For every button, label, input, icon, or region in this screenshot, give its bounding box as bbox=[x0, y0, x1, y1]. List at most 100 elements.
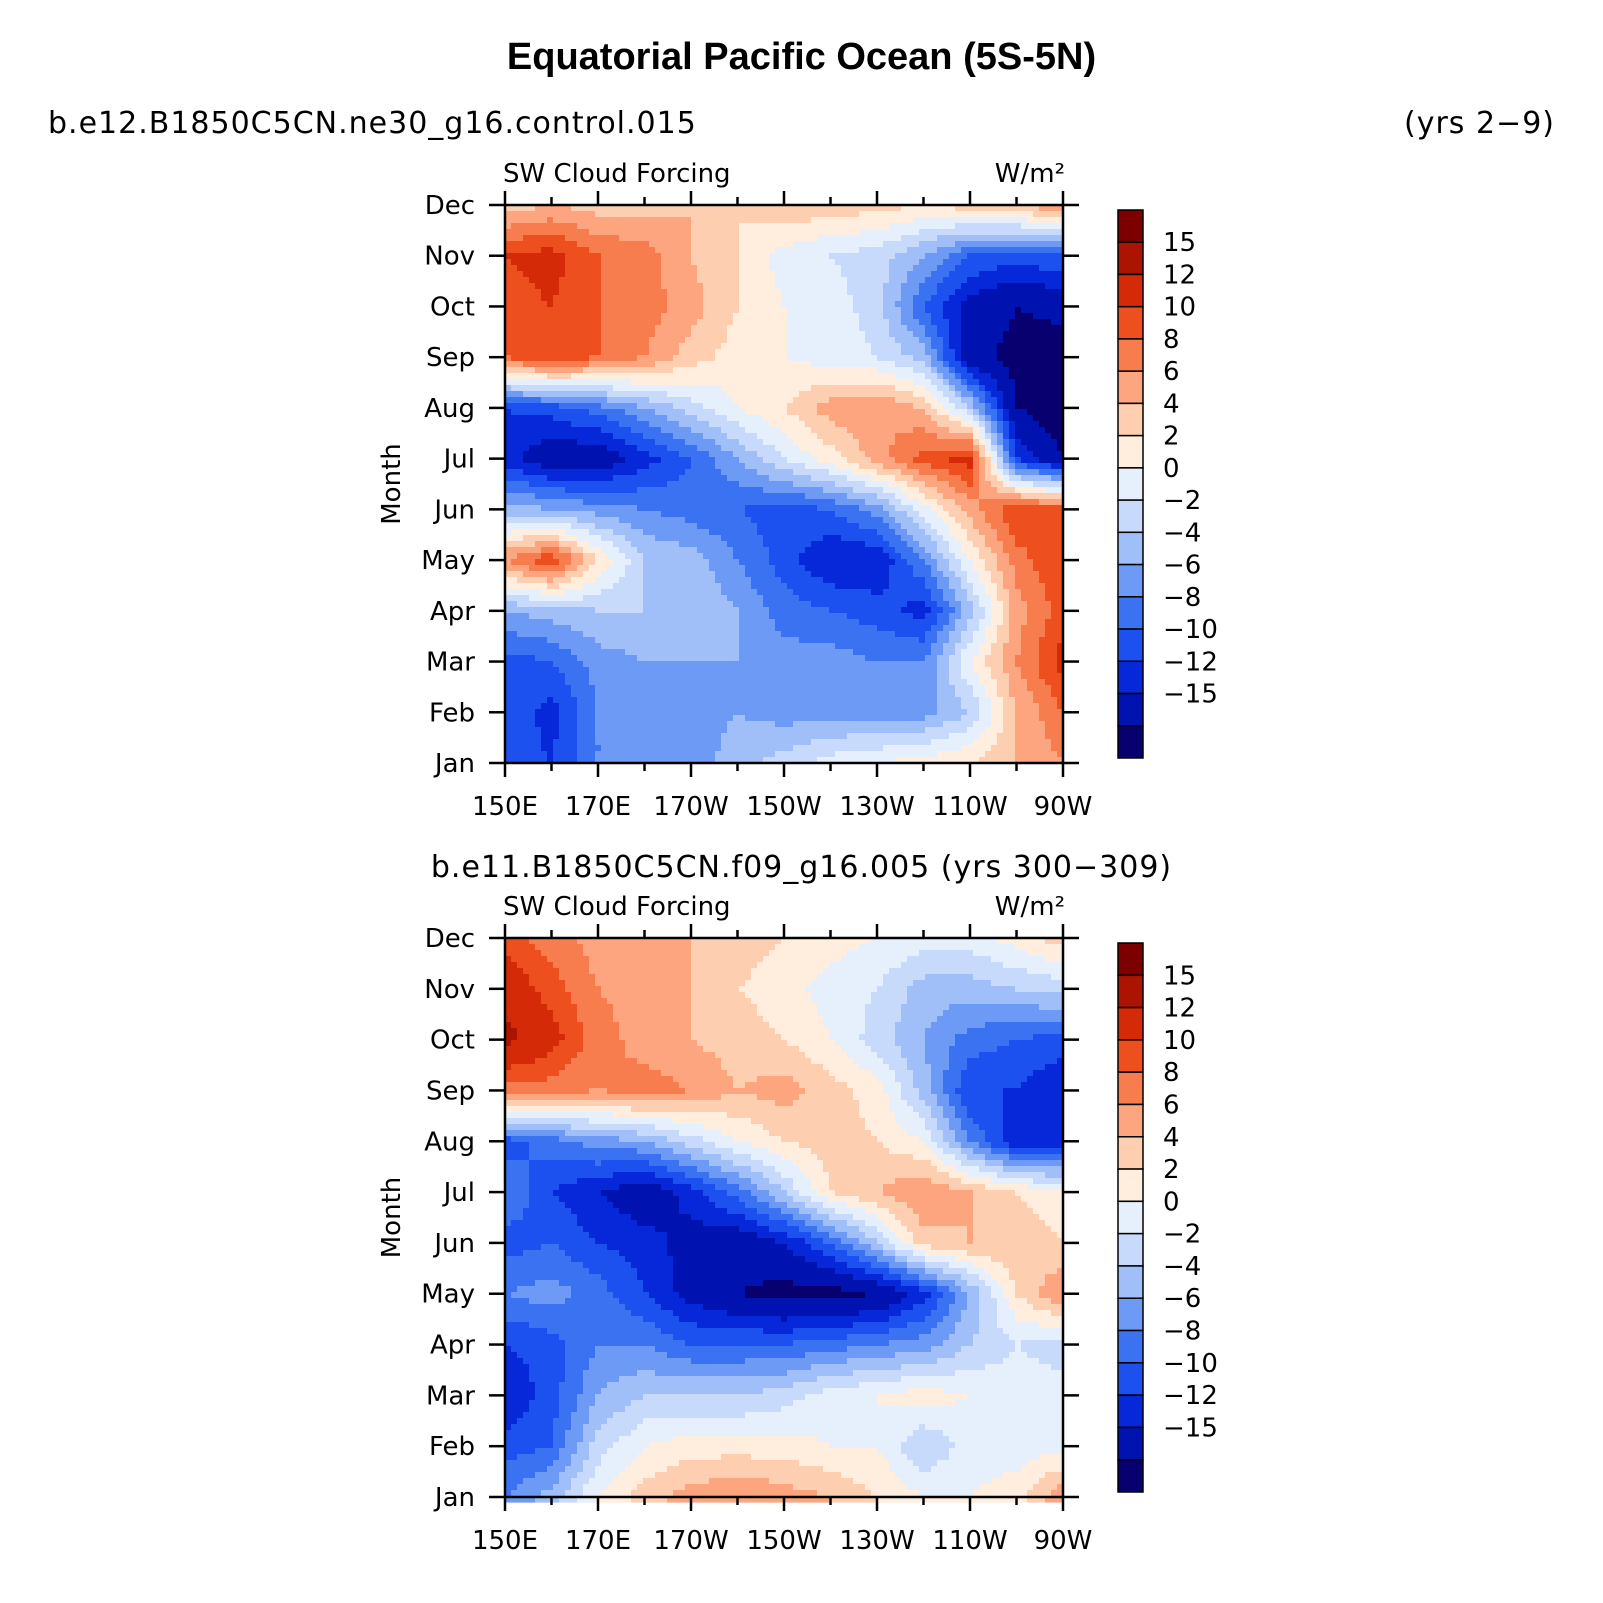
y-tick-label: May bbox=[421, 1280, 475, 1310]
colorbar-box bbox=[1117, 1297, 1144, 1332]
heatmap-field bbox=[505, 205, 1064, 764]
colorbar-box bbox=[1117, 692, 1144, 727]
colorbar-box bbox=[1117, 273, 1144, 308]
y-tick-label: Jul bbox=[442, 445, 475, 475]
panel-left-title: SW Cloud Forcing bbox=[503, 159, 731, 189]
y-tick-label: Jul bbox=[442, 1178, 475, 1208]
y-tick-label: May bbox=[421, 546, 475, 576]
colorbar-box bbox=[1117, 660, 1144, 695]
y-tick-label: Apr bbox=[430, 1331, 475, 1361]
y-axis-label: Month bbox=[377, 1177, 407, 1259]
case1-name: b.e12.B1850C5CN.ne30_g16.control.015 bbox=[48, 106, 697, 141]
colorbar-box bbox=[1117, 1458, 1144, 1493]
colorbar-label: 0 bbox=[1163, 454, 1180, 484]
x-tick-label: 130W bbox=[839, 1526, 914, 1556]
colorbar-box bbox=[1117, 1200, 1144, 1235]
colorbar-label: −15 bbox=[1163, 680, 1218, 710]
y-tick-label: Jan bbox=[433, 749, 475, 779]
y-tick-label: Feb bbox=[429, 698, 475, 728]
colorbar-label: 6 bbox=[1163, 1090, 1180, 1120]
colorbar-label: −2 bbox=[1163, 1220, 1201, 1250]
y-tick-label: Mar bbox=[426, 648, 475, 678]
y-tick-label: Mar bbox=[426, 1381, 475, 1411]
y-tick-label: Oct bbox=[430, 292, 475, 322]
y-tick-label: Dec bbox=[425, 191, 475, 221]
heatmap-field bbox=[505, 938, 1064, 1503]
colorbar-label: −4 bbox=[1163, 518, 1201, 548]
colorbar-box bbox=[1117, 1232, 1144, 1267]
panel-units-title: W/m² bbox=[995, 159, 1065, 189]
colorbar-label: −6 bbox=[1163, 1284, 1201, 1314]
y-tick-label: Apr bbox=[430, 597, 475, 627]
colorbar-box bbox=[1117, 241, 1144, 276]
y-tick-label: Aug bbox=[424, 1127, 475, 1157]
colorbar-label: −15 bbox=[1163, 1413, 1218, 1443]
colorbar-box bbox=[1117, 1362, 1144, 1396]
colorbar-box bbox=[1117, 628, 1144, 663]
panel-units-title: W/m² bbox=[995, 892, 1065, 922]
panel-left-title: SW Cloud Forcing bbox=[503, 892, 731, 922]
colorbar-box bbox=[1117, 1329, 1144, 1364]
colorbar-label: −6 bbox=[1163, 551, 1201, 581]
colorbar-label: 2 bbox=[1163, 422, 1180, 452]
x-tick-label: 90W bbox=[1034, 792, 1093, 822]
y-tick-label: Nov bbox=[424, 242, 475, 272]
colorbar-box bbox=[1117, 942, 1144, 977]
colorbar-box bbox=[1117, 209, 1144, 243]
colorbar-box bbox=[1117, 467, 1144, 501]
case2-label: b.e11.B1850C5CN.f09_g16.005 (yrs 300−309… bbox=[430, 850, 1173, 885]
x-tick-label: 150E bbox=[472, 792, 538, 822]
x-tick-label: 170E bbox=[565, 1526, 631, 1556]
x-tick-label: 150W bbox=[746, 1526, 821, 1556]
colorbar-label: 8 bbox=[1163, 325, 1180, 355]
colorbar-box bbox=[1117, 974, 1144, 1009]
y-tick-label: Oct bbox=[430, 1026, 475, 1056]
colorbar-label: 4 bbox=[1163, 1123, 1180, 1153]
colorbar-label: 12 bbox=[1163, 994, 1196, 1024]
colorbar-box bbox=[1117, 725, 1144, 759]
colorbar-box bbox=[1117, 1394, 1144, 1429]
colorbar-box bbox=[1117, 596, 1144, 630]
x-tick-label: 170W bbox=[653, 792, 728, 822]
colorbar-box bbox=[1117, 434, 1144, 469]
y-axis: Jan Feb Mar Apr May Jun Jul Aug Sep Oct Nov Dec bbox=[421, 924, 1079, 1513]
colorbar-label: −2 bbox=[1163, 486, 1201, 516]
colorbar-box bbox=[1117, 531, 1144, 566]
colorbar-box bbox=[1117, 563, 1144, 598]
colorbar-label: 4 bbox=[1163, 389, 1180, 419]
colorbar-box bbox=[1117, 305, 1144, 340]
case1-years: (yrs 2−9) bbox=[1404, 106, 1555, 141]
colorbar-box bbox=[1117, 1168, 1144, 1203]
x-axis: 150E 170E 170W 150W 130W 110W 90W bbox=[472, 191, 1092, 822]
x-tick-label: 150E bbox=[472, 1526, 538, 1556]
y-tick-label: Sep bbox=[426, 343, 475, 373]
y-tick-label: Aug bbox=[424, 394, 475, 424]
colorbar-label: 8 bbox=[1163, 1058, 1180, 1088]
colorbar-box bbox=[1117, 1039, 1144, 1073]
y-axis-label: Month bbox=[377, 443, 407, 525]
colorbar-label: −8 bbox=[1163, 1317, 1201, 1347]
colorbar-label: 15 bbox=[1163, 961, 1196, 991]
colorbar-label: 15 bbox=[1163, 228, 1196, 258]
main-title: Equatorial Pacific Ocean (5S-5N) bbox=[506, 36, 1097, 78]
colorbar-label: −4 bbox=[1163, 1252, 1201, 1282]
x-tick-label: 150W bbox=[746, 792, 821, 822]
colorbar-box bbox=[1117, 1006, 1144, 1041]
y-tick-label: Jan bbox=[433, 1483, 475, 1513]
x-tick-label: 170E bbox=[565, 792, 631, 822]
y-axis: Jan Feb Mar Apr May Jun Jul Aug Sep Oct Nov Dec bbox=[421, 191, 1079, 779]
colorbar-label: −10 bbox=[1163, 1349, 1218, 1379]
y-tick-label: Feb bbox=[429, 1432, 475, 1462]
colorbar-label: −12 bbox=[1163, 647, 1218, 677]
colorbar-label: 6 bbox=[1163, 357, 1180, 387]
colorbar-box bbox=[1117, 1071, 1144, 1106]
colorbar-label: −10 bbox=[1163, 615, 1218, 645]
colorbar-label: 2 bbox=[1163, 1155, 1180, 1185]
colorbar-box bbox=[1117, 1103, 1144, 1138]
x-tick-label: 90W bbox=[1034, 1526, 1093, 1556]
x-tick-label: 170W bbox=[653, 1526, 728, 1556]
